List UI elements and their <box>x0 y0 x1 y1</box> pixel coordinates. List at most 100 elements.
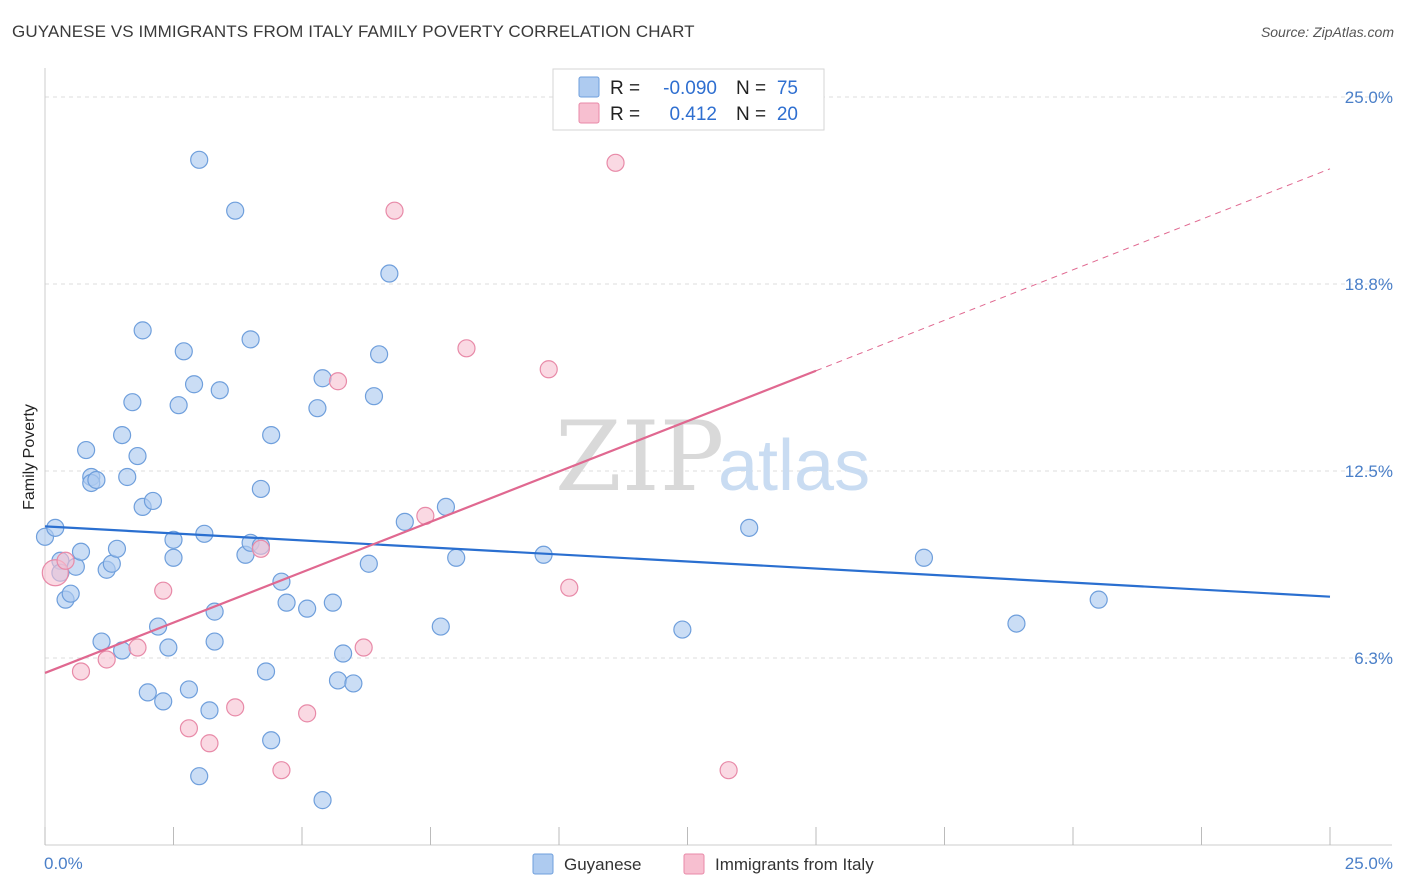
guyanese-point-29 <box>164 530 183 549</box>
legend-r-label-2: R = <box>610 104 640 125</box>
italy-point-18 <box>560 578 579 597</box>
x-tick-label-0: 0.0% <box>44 854 83 873</box>
guyanese-point-62 <box>370 345 389 364</box>
guyanese-point-11 <box>87 470 106 490</box>
guyanese-point-27 <box>159 638 178 657</box>
guyanese-point-63 <box>380 264 399 283</box>
guyanese-point-28 <box>164 548 183 567</box>
italy-point-14 <box>385 201 404 220</box>
bottom-legend-swatch-italy <box>683 853 705 875</box>
italy-point-12 <box>328 372 348 391</box>
guyanese-point-65 <box>431 617 450 636</box>
guyanese-point-22 <box>133 321 152 340</box>
guyanese-point-53 <box>308 399 327 418</box>
guyanese-point-43 <box>241 330 260 349</box>
guyanese-point-58 <box>334 644 353 663</box>
guyanese-point-49 <box>262 731 281 750</box>
guyanese-point-19 <box>123 393 142 412</box>
guyanese-point-35 <box>190 767 209 786</box>
guyanese-point-48 <box>262 425 281 445</box>
axes <box>44 68 1392 846</box>
guyanese-point-46 <box>251 479 270 499</box>
guyanese-point-7 <box>71 542 91 561</box>
correlation-legend: R = -0.090 N = 75 R = 0.412 N = 20 <box>552 68 825 131</box>
italy-point-6 <box>179 719 199 738</box>
italy-point-13 <box>354 638 373 657</box>
italy-point-2 <box>71 662 91 681</box>
trendline-1 <box>44 369 817 674</box>
y-tick-label-3: 25.0% <box>1345 88 1393 107</box>
guyanese-point-26 <box>154 692 173 711</box>
guyanese-point-57 <box>328 671 348 690</box>
italy-points <box>41 153 738 780</box>
italy-point-9 <box>251 539 270 558</box>
guyanese-point-60 <box>359 554 378 573</box>
guyanese-point-24 <box>143 491 163 511</box>
guyanese-point-32 <box>179 680 199 699</box>
chart-title: GUYANESE VS IMMIGRANTS FROM ITALY FAMILY… <box>12 22 695 41</box>
guyanese-point-23 <box>138 683 157 702</box>
legend-n-value-1: 75 <box>777 78 798 99</box>
guyanese-point-37 <box>200 701 219 720</box>
guyanese-point-31 <box>174 342 193 361</box>
watermark: ZIP atlas <box>555 401 870 513</box>
guyanese-point-18 <box>118 467 137 487</box>
guyanese-point-67 <box>447 548 466 567</box>
guyanese-point-61 <box>364 387 384 406</box>
bottom-legend-italy: Immigrants from Italy <box>715 855 874 874</box>
italy-point-1 <box>56 551 75 570</box>
watermark-atlas: atlas <box>718 426 870 506</box>
guyanese-point-5 <box>61 584 80 603</box>
italy-point-7 <box>200 734 219 753</box>
guyanese-point-71 <box>914 548 934 567</box>
x-tick-label-1: 25.0% <box>1345 854 1393 873</box>
x-tick-labels: 0.0% 25.0% <box>44 854 1393 873</box>
italy-point-17 <box>539 360 558 379</box>
y-axis-title: Family Poverty <box>21 404 38 510</box>
italy-point-19 <box>606 153 625 172</box>
y-tick-label-2: 18.8% <box>1345 275 1393 294</box>
series-legend: Guyanese Immigrants from Italy <box>532 853 874 875</box>
guyanese-point-8 <box>77 440 96 460</box>
guyanese-point-52 <box>298 599 317 618</box>
legend-n-label-2: N = <box>736 104 766 125</box>
y-tick-label-0: 6.3% <box>1354 649 1393 668</box>
bottom-legend-guyanese: Guyanese <box>564 855 642 874</box>
guyanese-point-54 <box>313 369 332 388</box>
guyanese-point-40 <box>210 381 229 400</box>
bottom-legend-swatch-guyanese <box>532 853 554 875</box>
guyanese-point-70 <box>740 518 759 537</box>
grid-lines <box>45 96 1392 659</box>
trendline-2 <box>815 168 1331 372</box>
italy-point-5 <box>154 581 173 600</box>
guyanese-point-59 <box>344 674 363 693</box>
guyanese-point-33 <box>184 375 204 394</box>
guyanese-point-72 <box>1007 614 1026 633</box>
guyanese-point-30 <box>169 396 188 415</box>
guyanese-point-34 <box>190 150 209 169</box>
guyanese-point-16 <box>112 425 132 445</box>
guyanese-point-47 <box>256 662 276 681</box>
guyanese-point-39 <box>205 632 224 651</box>
italy-point-16 <box>457 339 476 358</box>
legend-r-label-1: R = <box>610 78 640 99</box>
guyanese-point-55 <box>313 791 332 810</box>
legend-swatch-italy <box>578 102 600 124</box>
italy-point-10 <box>272 761 291 780</box>
guyanese-point-41 <box>226 201 245 220</box>
guyanese-point-73 <box>1089 590 1108 609</box>
italy-point-3 <box>97 650 116 669</box>
watermark-zip: ZIP <box>555 401 724 513</box>
guyanese-point-69 <box>673 620 692 639</box>
chart-source: Source: ZipAtlas.com <box>1260 24 1394 40</box>
guyanese-point-64 <box>395 512 414 531</box>
legend-n-value-2: 20 <box>777 104 798 125</box>
legend-swatch-guyanese <box>578 76 600 98</box>
guyanese-point-15 <box>107 539 127 558</box>
italy-point-20 <box>719 761 738 780</box>
trendlines <box>44 168 1331 674</box>
italy-point-11 <box>298 704 317 723</box>
legend-r-value-1: -0.090 <box>663 78 717 99</box>
y-tick-label-1: 12.5% <box>1345 462 1393 481</box>
